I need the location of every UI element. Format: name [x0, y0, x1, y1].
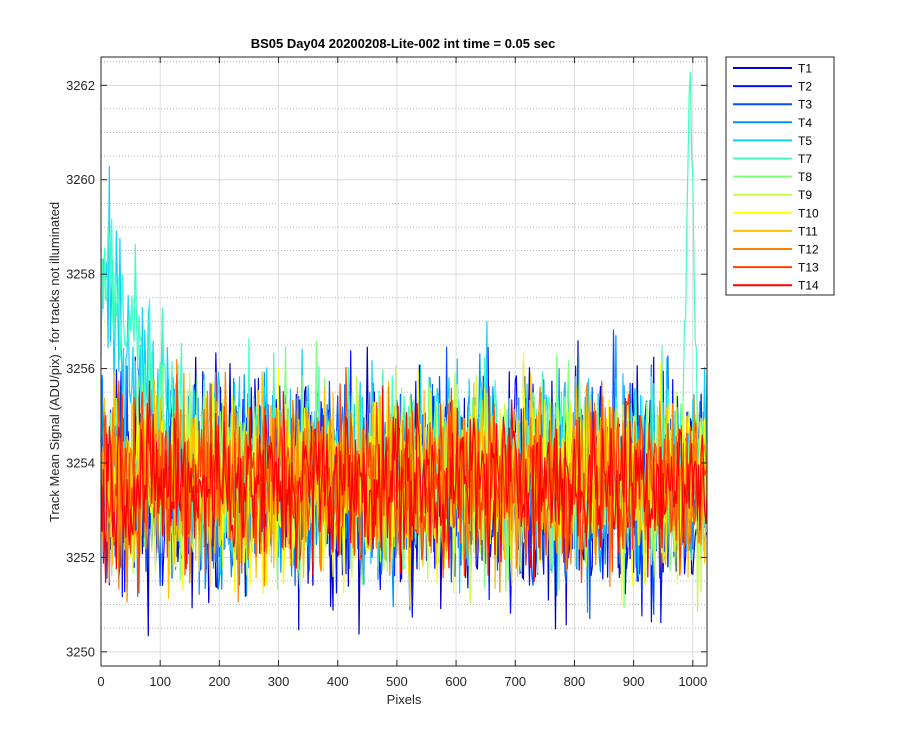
x-tick-label: 600	[445, 674, 467, 689]
y-tick-label: 3254	[66, 456, 95, 471]
legend-label-t5: T5	[798, 134, 812, 148]
legend-label-t9: T9	[798, 188, 812, 202]
y-tick-label: 3258	[66, 267, 95, 282]
x-tick-label: 700	[504, 674, 526, 689]
y-tick-label: 3260	[66, 172, 95, 187]
legend-label-t2: T2	[798, 80, 812, 94]
x-tick-label: 200	[209, 674, 231, 689]
legend-label-t13: T13	[798, 261, 819, 275]
x-tick-label: 500	[386, 674, 408, 689]
x-axis-label: Pixels	[387, 692, 422, 707]
x-tick-label: 400	[327, 674, 349, 689]
x-tick-label: 800	[564, 674, 586, 689]
series-lines	[100, 71, 708, 637]
legend-label-t7: T7	[798, 152, 812, 166]
axes-box	[100, 56, 708, 667]
series-line-t12	[100, 358, 708, 603]
x-tick-label: 300	[268, 674, 290, 689]
legend-label-t3: T3	[798, 98, 812, 112]
series-line-t13	[100, 367, 708, 594]
legend-label-t10: T10	[798, 206, 819, 220]
x-tick-label: 900	[623, 674, 645, 689]
legend-label-t8: T8	[798, 170, 812, 184]
axis-ticks: 3250 3252 3254 3256 3258 3260 3262 0 100 200 300 40…	[66, 57, 707, 689]
x-tick-label: 1000	[678, 674, 707, 689]
legend-label-t14: T14	[798, 279, 819, 293]
legend-label-t1: T1	[798, 62, 812, 76]
y-tick-label: 3262	[66, 78, 95, 93]
chart-title: BS05 Day04 20200208-Lite-002 int time = …	[251, 36, 556, 51]
y-tick-label: 3256	[66, 361, 95, 376]
legend-label-t12: T12	[798, 243, 819, 257]
legend-label-t4: T4	[798, 116, 812, 130]
y-tick-label: 3252	[66, 550, 95, 565]
x-tick-label: 0	[97, 674, 104, 689]
legend: T1 T2 T3 T4 T5 T7 T8 T9 T10 T11 T12 T13 T14	[725, 56, 835, 296]
y-tick-label: 3250	[66, 644, 95, 659]
x-tick-label: 100	[149, 674, 171, 689]
legend-label-t11: T11	[798, 224, 818, 238]
series-line-t14	[100, 380, 708, 584]
y-axis-label: Track Mean Signal (ADU/pix) - for tracks…	[47, 202, 62, 522]
